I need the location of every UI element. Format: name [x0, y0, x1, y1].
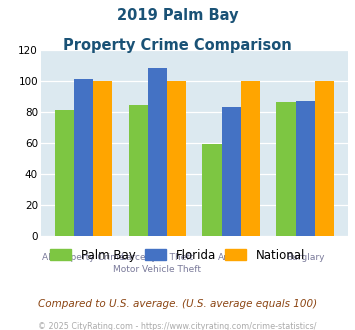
Bar [222, 107, 241, 236]
Bar [296, 101, 315, 236]
Text: 2019 Palm Bay: 2019 Palm Bay [117, 8, 238, 23]
Bar [129, 106, 148, 236]
Bar [315, 81, 334, 236]
Text: Burglary: Burglary [286, 253, 324, 262]
Bar [167, 81, 186, 236]
Bar [241, 81, 260, 236]
Text: Property Crime Comparison: Property Crime Comparison [63, 38, 292, 53]
Text: All Property Crime: All Property Crime [42, 253, 125, 262]
Text: Arson: Arson [218, 253, 244, 262]
Text: Larceny & Theft: Larceny & Theft [121, 253, 193, 262]
Bar [55, 110, 74, 236]
Bar [148, 68, 167, 236]
Bar [276, 102, 296, 236]
Bar [74, 79, 93, 236]
Bar [202, 144, 222, 236]
Legend: Palm Bay, Florida, National: Palm Bay, Florida, National [45, 244, 310, 266]
Text: Motor Vehicle Theft: Motor Vehicle Theft [114, 265, 201, 274]
Text: © 2025 CityRating.com - https://www.cityrating.com/crime-statistics/: © 2025 CityRating.com - https://www.city… [38, 322, 317, 330]
Text: Compared to U.S. average. (U.S. average equals 100): Compared to U.S. average. (U.S. average … [38, 299, 317, 309]
Bar [93, 81, 113, 236]
